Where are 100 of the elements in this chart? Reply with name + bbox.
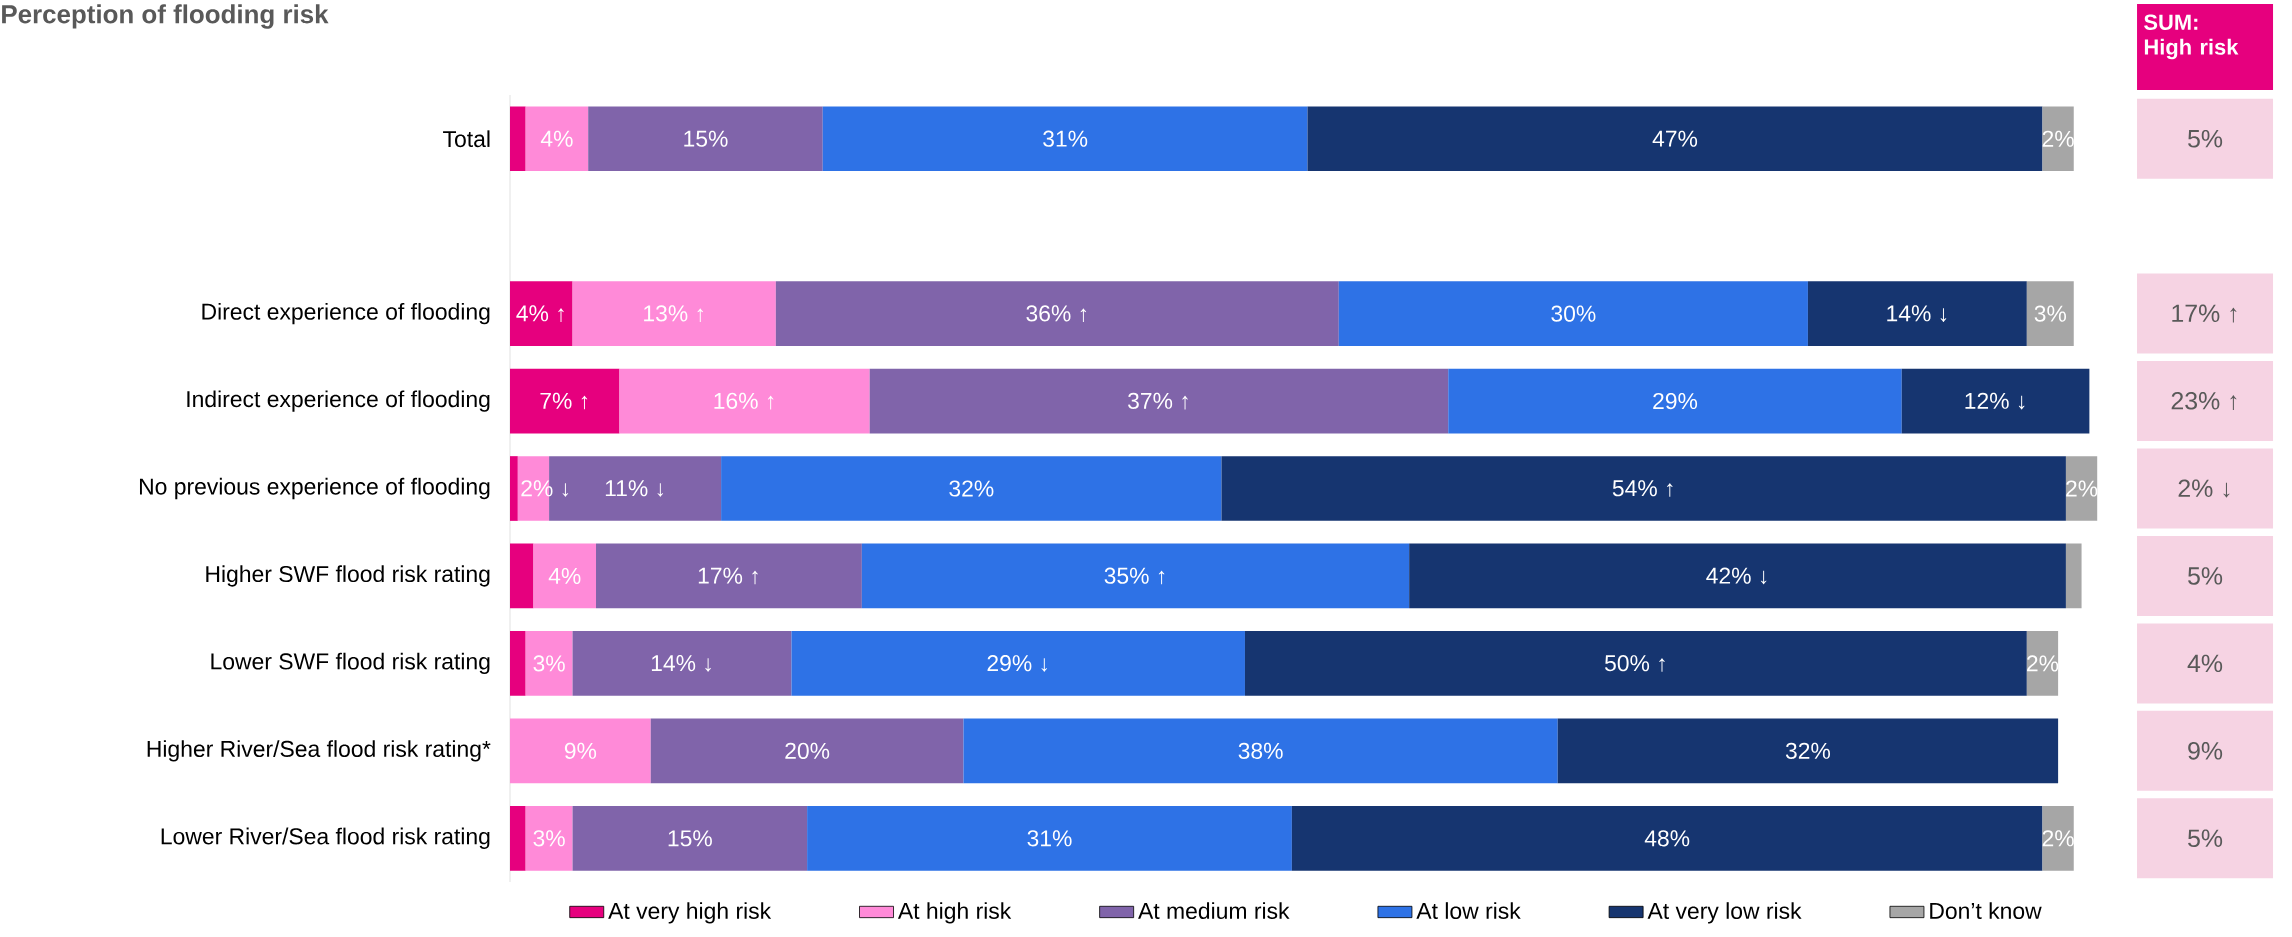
- bar: [807, 805, 1292, 871]
- text: 17% ↑: [2172, 304, 2237, 323]
- bar: [2026, 281, 2074, 346]
- data-label: 37% ↑: [1127, 392, 1188, 410]
- bar: [1221, 456, 2066, 521]
- text: 9%: [2188, 742, 2223, 760]
- data-label: 29%: [1653, 392, 1698, 410]
- data-label: 35% ↑: [1104, 567, 1165, 585]
- bar: [510, 368, 620, 434]
- bar: [1409, 543, 2066, 609]
- data-label: 11% ↓: [605, 480, 664, 497]
- bar: [619, 368, 870, 434]
- bar: [510, 805, 526, 871]
- y-tick-label: Higher SWF flood risk rating: [206, 565, 490, 587]
- bar: [861, 543, 1410, 609]
- bar: [791, 631, 1245, 696]
- data-label: 3%: [533, 830, 565, 847]
- bar: [510, 543, 534, 609]
- data-label: 17% ↑: [698, 567, 758, 585]
- y-tick-label: Total: [443, 130, 490, 148]
- legend-label: At low risk: [1416, 902, 1521, 920]
- bar: [2042, 106, 2074, 172]
- legend-label: At high risk: [897, 902, 1012, 924]
- data-label: 3%: [533, 655, 565, 672]
- bar: [775, 281, 1339, 346]
- data-label: 9%: [564, 742, 597, 759]
- bar: [2065, 543, 2082, 609]
- legend-label: At medium risk: [1138, 902, 1290, 920]
- data-label: 36% ↑: [1026, 305, 1087, 322]
- data-label: 2%: [2042, 830, 2074, 847]
- bar: [572, 805, 808, 871]
- y-tick-label: Lower SWF flood risk rating: [211, 652, 490, 675]
- data-label: 42% ↓: [1706, 567, 1767, 585]
- data-label: 29% ↓: [987, 655, 1047, 672]
- bar: [1338, 281, 1808, 346]
- data-label: 16% ↑: [714, 392, 774, 410]
- data-label: 12% ↓: [1965, 392, 2025, 410]
- y-tick-label: Indirect experience of flooding: [187, 390, 490, 412]
- text: 2% ↓: [2178, 479, 2230, 498]
- text: Perception of flooding risk: [2, 4, 329, 29]
- data-label: 13% ↑: [644, 305, 703, 322]
- bar: [1291, 805, 2043, 871]
- bar: [572, 631, 792, 696]
- text: 5%: [2188, 129, 2223, 148]
- y-tick-label: No previous experience of flooding: [139, 477, 490, 500]
- data-label: 4% ↑: [516, 305, 564, 322]
- bar: [596, 543, 862, 609]
- data-label: 47%: [1652, 130, 1698, 147]
- data-label: 31%: [1027, 830, 1072, 847]
- legend-label: At very high risk: [608, 902, 772, 924]
- data-label: 3%: [2034, 305, 2067, 322]
- data-label: 20%: [785, 742, 830, 759]
- data-label: 48%: [1644, 830, 1690, 847]
- bar: [510, 718, 651, 784]
- data-label: 54% ↑: [1612, 480, 1673, 497]
- bar: [963, 718, 1558, 784]
- bar: [510, 631, 526, 696]
- bar: [572, 281, 776, 346]
- data-label: 30%: [1551, 305, 1596, 322]
- data-label: 50% ↑: [1604, 655, 1665, 672]
- bar: [525, 805, 573, 871]
- y-tick-label: Higher River/Sea flood risk rating*: [147, 740, 491, 762]
- data-label: 4%: [548, 567, 581, 584]
- text: 23% ↑: [2171, 392, 2237, 411]
- bar: [588, 106, 823, 172]
- data-label: 2%: [2042, 130, 2074, 147]
- bar: [525, 631, 573, 696]
- bar: [1307, 106, 2043, 172]
- data-label: 32%: [1785, 742, 1831, 759]
- data-label: 31%: [1043, 130, 1088, 147]
- bar: [1807, 281, 2027, 346]
- data-label: 15%: [684, 130, 728, 147]
- bar: [2042, 805, 2074, 871]
- legend-label: Don’t know: [1930, 902, 2042, 920]
- data-label: 14% ↓: [651, 655, 711, 672]
- data-label: 14% ↓: [1887, 305, 1947, 322]
- y-tick-label: Lower River/Sea flood risk rating: [161, 827, 490, 849]
- data-label: 38%: [1238, 742, 1283, 759]
- bar: [510, 106, 526, 172]
- bar: [650, 718, 964, 784]
- bar: [525, 106, 589, 172]
- text: 5%: [2188, 829, 2223, 848]
- text: 5%: [2188, 567, 2223, 585]
- data-label: 4%: [540, 130, 573, 147]
- data-label: 15%: [668, 830, 712, 847]
- bar: [1901, 368, 2090, 434]
- bar: [1448, 368, 1902, 434]
- bar: [1557, 718, 2059, 784]
- data-label: 7% ↑: [540, 392, 588, 410]
- bar: [510, 456, 518, 521]
- bar: [510, 281, 573, 346]
- y-tick-label: Direct experience of flooding: [202, 302, 490, 325]
- text: 4%: [2187, 654, 2223, 673]
- data-label: 32%: [949, 480, 994, 497]
- bar: [533, 543, 597, 609]
- bar: [869, 368, 1449, 434]
- text: SUM: High risk: [2144, 14, 2239, 60]
- bar: [1244, 631, 2027, 696]
- legend-label: At very low risk: [1647, 902, 1802, 924]
- bar: [822, 106, 1308, 172]
